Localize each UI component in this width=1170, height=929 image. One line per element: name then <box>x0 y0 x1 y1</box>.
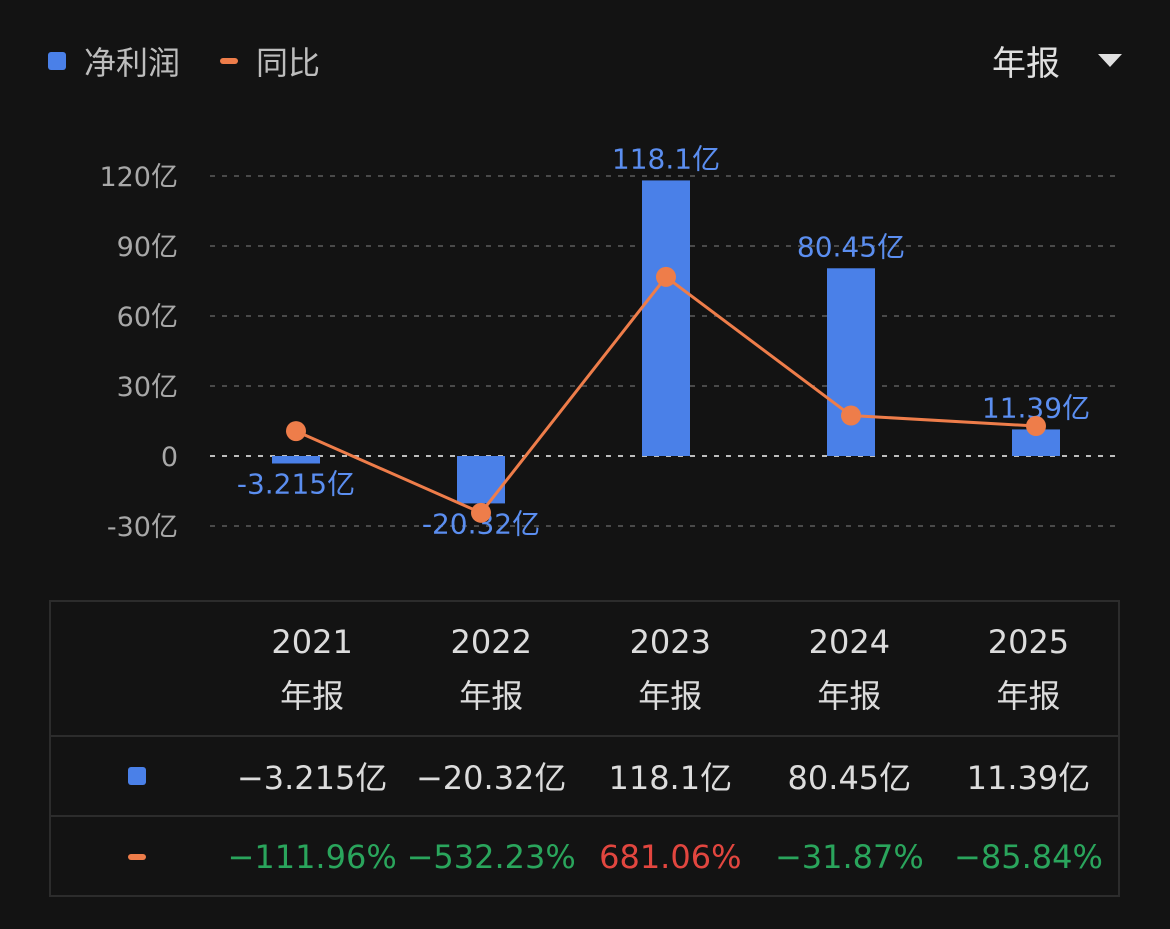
yoy-cell: −111.96% <box>227 838 397 876</box>
chart: 120亿90亿60亿30亿0-30亿-3.215亿-20.32亿118.1亿80… <box>99 142 1116 543</box>
yoy-cell: −532.23% <box>406 838 576 876</box>
header-period: 年报 <box>817 676 882 715</box>
legend-profit-label: 净利润 <box>84 44 181 82</box>
header-year: 2024 <box>808 622 891 661</box>
y-tick-label: 120亿 <box>99 162 178 193</box>
legend-yoy-icon <box>220 58 239 64</box>
yoy-point <box>471 502 491 523</box>
bar-data-label: 80.45亿 <box>797 230 905 263</box>
profit-cell: 118.1亿 <box>608 759 733 797</box>
header-period: 年报 <box>996 676 1061 715</box>
row-profit-icon-cell <box>51 737 223 815</box>
yoy-point <box>656 266 676 287</box>
bar <box>642 180 690 456</box>
row-yoy-icon-cell <box>51 817 223 897</box>
profit-cell: −3.215亿 <box>236 759 388 797</box>
yoy-cell: −31.87% <box>774 838 924 876</box>
y-tick-label: -30亿 <box>107 512 178 543</box>
bar-data-label: -3.215亿 <box>237 468 355 501</box>
yoy-cell: 681.06% <box>599 838 742 876</box>
profit-square-icon <box>127 767 146 785</box>
profit-cell: −20.32亿 <box>415 759 567 797</box>
header-year: 2025 <box>987 622 1070 661</box>
profit-cell: 80.45亿 <box>787 759 912 797</box>
header-empty-cell <box>51 602 223 735</box>
header-cell: 2023 年报 <box>581 602 760 735</box>
triangle-down-icon <box>1098 54 1122 67</box>
y-tick-label: 30亿 <box>117 372 178 403</box>
y-tick-label: 0 <box>161 442 178 473</box>
legend-yoy-label: 同比 <box>256 44 321 82</box>
legend: 净利润 同比 <box>48 38 320 84</box>
bar <box>272 456 320 464</box>
header-year: 2022 <box>450 622 532 661</box>
header-cell: 2024 年报 <box>760 602 939 735</box>
yoy-point <box>286 421 306 442</box>
yoy-dash-icon <box>127 854 146 860</box>
header-year: 2023 <box>629 622 711 661</box>
period-value: 年报 <box>992 44 1060 84</box>
header-period: 年报 <box>638 676 703 715</box>
table-header-row: 2021 年报 2022 年报 2023 年报 2024 年报 2025 年报 <box>51 602 1118 737</box>
header-cell: 2021 年报 <box>223 602 402 735</box>
header-cell: 2025 年报 <box>939 602 1118 735</box>
y-tick-label: 90亿 <box>117 232 178 263</box>
bar <box>457 456 505 504</box>
bar-data-label: 118.1亿 <box>612 142 720 175</box>
header-year: 2021 <box>271 622 353 661</box>
header-period: 年报 <box>280 676 345 715</box>
y-tick-label: 60亿 <box>117 302 178 333</box>
yoy-point <box>1026 416 1046 437</box>
profit-cell: 11.39亿 <box>966 759 1091 797</box>
header-cell: 2022 年报 <box>402 602 581 735</box>
header-period: 年报 <box>459 676 524 715</box>
table-row-profit: −3.215亿 −20.32亿 118.1亿 80.45亿 11.39亿 <box>51 737 1118 817</box>
table-row-yoy: −111.96% −532.23% 681.06% −31.87% −85.84% <box>51 817 1118 897</box>
yoy-point <box>841 405 861 426</box>
yoy-cell: −85.84% <box>954 838 1103 876</box>
bar <box>827 268 875 456</box>
data-table: 2021 年报 2022 年报 2023 年报 2024 年报 2025 年报 −3.215亿 −2… <box>49 600 1120 897</box>
legend-profit-icon <box>48 52 66 70</box>
period-dropdown[interactable]: 年报 <box>992 36 1122 85</box>
